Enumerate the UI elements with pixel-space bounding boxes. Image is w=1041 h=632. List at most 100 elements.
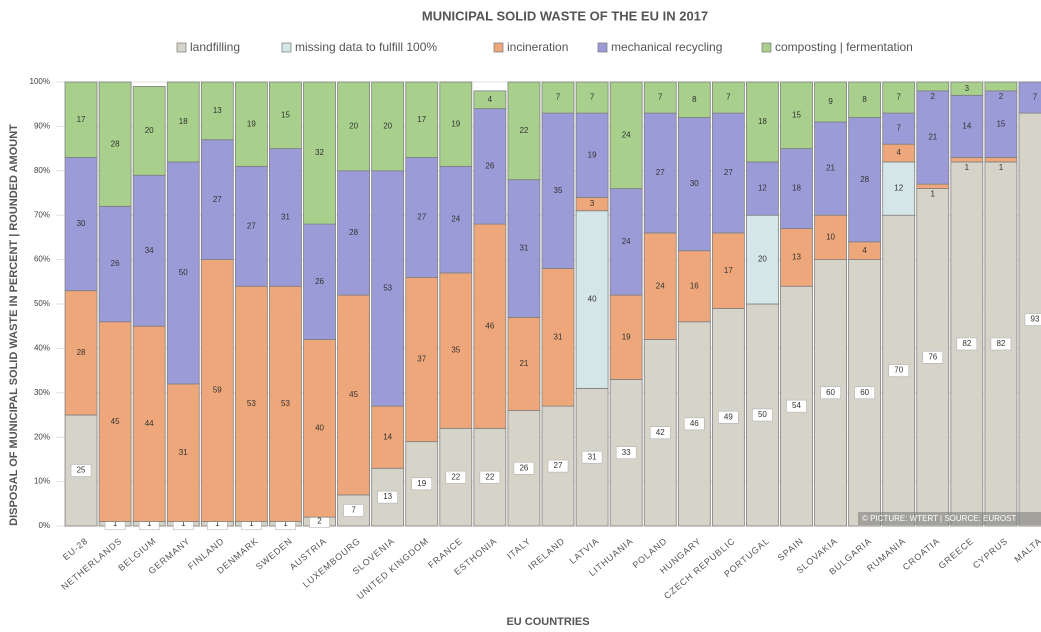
x-tick-label: MALTA — [1012, 536, 1041, 565]
bar-segment — [64, 81, 98, 158]
value-label: 19 — [247, 119, 256, 128]
bar-segment — [541, 81, 575, 114]
value-label: 35 — [554, 186, 563, 195]
bar-segment — [337, 294, 370, 496]
value-label: 17 — [724, 266, 733, 275]
bar-segment — [98, 81, 132, 207]
value-label: 16 — [690, 281, 699, 290]
value-label: 28 — [111, 139, 120, 148]
value-label: 22 — [485, 472, 494, 481]
value-label: 21 — [519, 359, 528, 368]
value-label: 28 — [77, 348, 86, 357]
annotation-box — [858, 512, 1041, 525]
bar-segment — [575, 210, 609, 389]
bar-segment — [677, 81, 711, 118]
value-label-box — [718, 410, 739, 424]
value-label-box — [649, 426, 671, 440]
value-label: 2 — [317, 517, 322, 526]
x-tick-label: NETHERLANDS — [59, 536, 124, 592]
value-label: 32 — [315, 148, 324, 157]
bar-segment — [814, 81, 847, 123]
value-label: 27 — [247, 221, 256, 230]
bar-segment — [337, 81, 370, 172]
value-label: 7 — [556, 93, 561, 102]
value-label: 1 — [283, 519, 288, 528]
value-label: 1 — [113, 519, 118, 528]
value-label: 15 — [281, 110, 290, 119]
value-label: 12 — [758, 184, 767, 193]
bar-segment — [916, 90, 950, 185]
bar-segment — [166, 383, 200, 522]
bar-segment — [882, 81, 916, 114]
legend-label: landfilling — [190, 40, 240, 54]
bar-segment — [575, 112, 609, 198]
bar-segment — [200, 81, 234, 141]
value-label: 20 — [145, 126, 154, 135]
value-label: 27 — [417, 213, 426, 222]
bar-segment — [64, 157, 98, 292]
legend-swatch — [493, 42, 504, 53]
value-label-box — [956, 337, 978, 351]
value-label: 1 — [249, 519, 254, 528]
value-label: 45 — [349, 390, 358, 399]
bar-segment — [234, 285, 268, 522]
value-label: 20 — [383, 122, 392, 131]
bar-segment — [439, 81, 473, 167]
bar-segment — [643, 81, 677, 114]
bar-segment — [269, 148, 302, 287]
bar-segment — [132, 86, 166, 176]
value-label-box — [343, 504, 364, 517]
bar-segment — [473, 223, 507, 429]
value-label: 1 — [931, 190, 936, 199]
bar-segment — [405, 81, 439, 158]
y-tick-label: 10% — [34, 477, 50, 486]
x-tick-label: LATVIA — [568, 536, 601, 566]
value-label: 18 — [792, 184, 801, 193]
x-tick-label: IRELAND — [526, 536, 567, 572]
value-label: 3 — [965, 84, 970, 93]
bar-segment — [166, 81, 200, 163]
value-label: 42 — [656, 428, 665, 437]
value-label: 30 — [690, 179, 699, 188]
value-label: 15 — [996, 119, 1005, 128]
bar-segment — [507, 179, 541, 318]
value-label-box — [479, 470, 501, 484]
value-label: 54 — [792, 401, 801, 410]
bar-segment — [984, 81, 1018, 92]
bar-segment — [711, 81, 745, 114]
value-label: 10 — [826, 233, 835, 242]
value-label-box — [1024, 313, 1041, 326]
legend-swatch — [597, 42, 608, 53]
value-label: 50 — [758, 410, 767, 419]
bar-segment — [848, 81, 882, 118]
value-label: 31 — [281, 213, 290, 222]
legend-swatch — [281, 42, 292, 53]
bar-segment — [371, 405, 405, 469]
bar-segment — [234, 81, 268, 167]
value-label: 13 — [383, 492, 392, 501]
value-label-box — [513, 462, 535, 475]
value-label: 7 — [896, 124, 901, 133]
x-axis-label: EU COUNTRIES — [506, 616, 589, 628]
bar-segment — [950, 157, 984, 163]
bar-segment — [814, 121, 847, 216]
value-label: 13 — [213, 106, 222, 115]
y-axis-label: DISPOSAL OF MUNICIPAL SOLID WASTE IN PER… — [8, 124, 20, 526]
value-label: 31 — [588, 452, 597, 461]
value-label: 27 — [724, 168, 733, 177]
value-label: 24 — [622, 130, 631, 139]
bar-segment — [780, 148, 813, 229]
value-label: 7 — [590, 93, 595, 102]
value-label: 7 — [1033, 93, 1038, 102]
y-tick-label: 20% — [34, 432, 50, 441]
bar-segment — [371, 170, 405, 407]
bar-segment — [643, 112, 677, 234]
x-tick-label: GREECE — [936, 536, 975, 571]
bar-segment — [814, 214, 847, 260]
y-tick-label: 80% — [34, 166, 50, 175]
value-label: 53 — [247, 399, 256, 408]
value-label-box — [547, 459, 569, 473]
value-label: 27 — [213, 195, 222, 204]
value-label: 19 — [451, 119, 460, 128]
